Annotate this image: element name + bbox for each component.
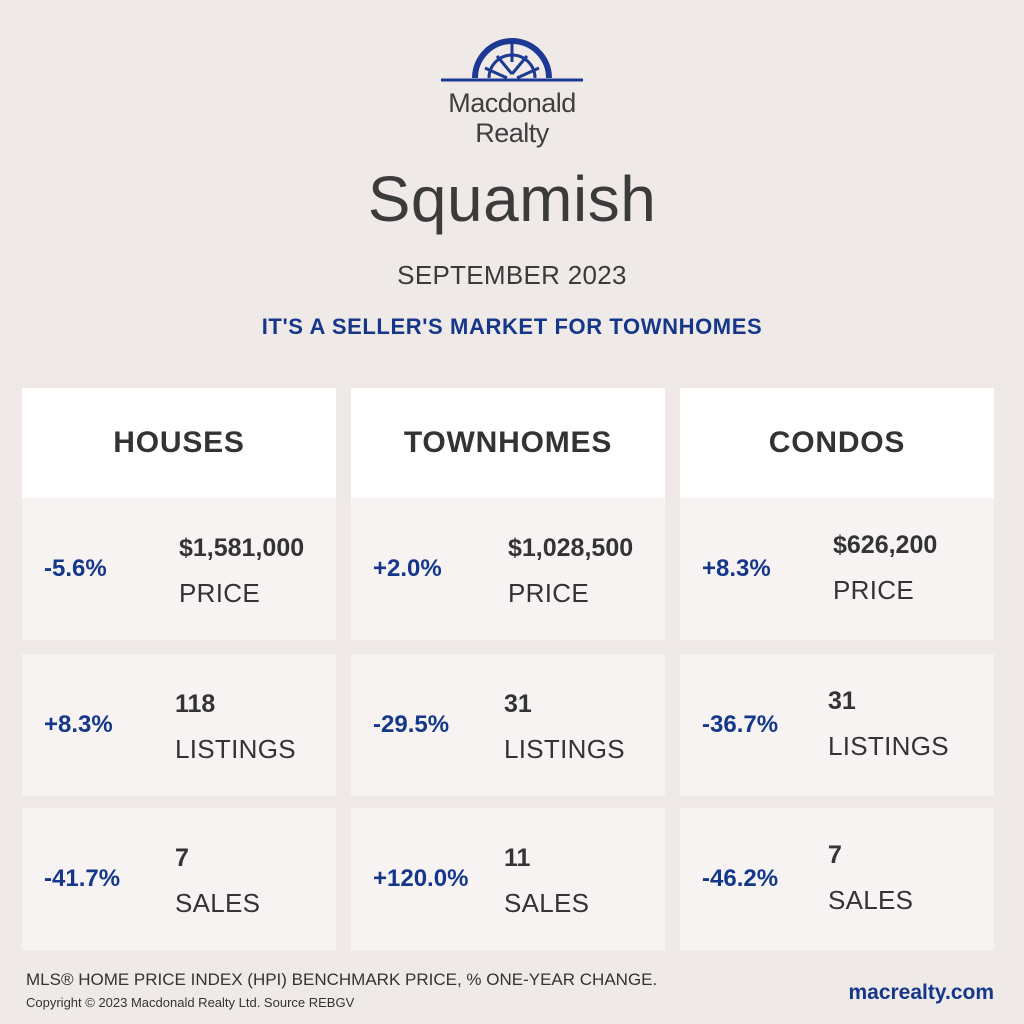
stat-value: 7 bbox=[828, 841, 842, 869]
stat-card-houses-sales: -41.7% 7 SALES bbox=[22, 808, 336, 950]
compass-logo-icon bbox=[441, 38, 583, 82]
stat-value: $626,200 bbox=[833, 531, 938, 559]
stat-change: +2.0% bbox=[373, 555, 442, 582]
stat-card-condos-listings: -36.7% 31 LISTINGS bbox=[680, 654, 994, 796]
column-title: HOUSES bbox=[22, 388, 336, 498]
brand-name-line2: Realty bbox=[475, 118, 549, 148]
stat-label: SALES bbox=[828, 885, 914, 915]
hpi-footnote: MLS® HOME PRICE INDEX (HPI) BENCHMARK PR… bbox=[26, 970, 658, 989]
column-title: TOWNHOMES bbox=[351, 388, 665, 498]
column-condos: CONDOS bbox=[680, 388, 994, 498]
stat-change: +8.3% bbox=[44, 711, 113, 738]
stat-card-townhomes-sales: +120.0% 11 SALES bbox=[351, 808, 665, 950]
stat-value: 11 bbox=[504, 844, 531, 872]
stat-card-townhomes-price: +2.0% $1,028,500 PRICE bbox=[351, 498, 665, 640]
stat-value: $1,581,000 bbox=[179, 534, 305, 562]
stat-value: 31 bbox=[504, 690, 532, 718]
brand-logo: Macdonald Realty bbox=[437, 38, 587, 156]
stat-value: 118 bbox=[175, 690, 216, 718]
stat-value: 7 bbox=[175, 844, 189, 872]
brand-name-line1: Macdonald bbox=[448, 88, 576, 118]
copyright-text: Copyright © 2023 Macdonald Realty Ltd. S… bbox=[26, 995, 355, 1010]
column-houses: HOUSES bbox=[22, 388, 336, 498]
stat-card-houses-listings: +8.3% 118 LISTINGS bbox=[22, 654, 336, 796]
stat-change: +8.3% bbox=[702, 555, 771, 582]
stat-label: PRICE bbox=[833, 575, 914, 605]
stat-label: LISTINGS bbox=[504, 734, 625, 764]
market-headline: IT'S A SELLER'S MARKET FOR TOWNHOMES bbox=[261, 314, 763, 339]
stat-value: $1,028,500 bbox=[508, 534, 634, 562]
stat-label: PRICE bbox=[508, 578, 589, 608]
stat-value: 31 bbox=[828, 687, 856, 715]
stat-label: SALES bbox=[175, 888, 261, 918]
column-townhomes: TOWNHOMES bbox=[351, 388, 665, 498]
column-title: CONDOS bbox=[680, 388, 994, 498]
city-title: Squamish bbox=[367, 163, 657, 235]
stat-card-townhomes-listings: -29.5% 31 LISTINGS bbox=[351, 654, 665, 796]
brand-name: Macdonald Realty bbox=[437, 88, 587, 148]
stat-change: -5.6% bbox=[44, 555, 107, 582]
stat-change: -36.7% bbox=[702, 711, 779, 738]
stat-label: LISTINGS bbox=[175, 734, 296, 764]
stat-card-houses-price: -5.6% $1,581,000 PRICE bbox=[22, 498, 336, 640]
stat-card-condos-price: +8.3% $626,200 PRICE bbox=[680, 498, 994, 640]
stat-change: -41.7% bbox=[44, 865, 121, 892]
stat-card-condos-sales: -46.2% 7 SALES bbox=[680, 808, 994, 950]
stat-label: PRICE bbox=[179, 578, 260, 608]
stat-label: SALES bbox=[504, 888, 590, 918]
stat-change: +120.0% bbox=[373, 865, 469, 892]
stat-change: -46.2% bbox=[702, 865, 779, 892]
stat-change: -29.5% bbox=[373, 711, 450, 738]
report-period: SEPTEMBER 2023 bbox=[397, 260, 627, 290]
website-link[interactable]: macrealty.com bbox=[848, 981, 994, 1004]
stat-label: LISTINGS bbox=[828, 731, 949, 761]
